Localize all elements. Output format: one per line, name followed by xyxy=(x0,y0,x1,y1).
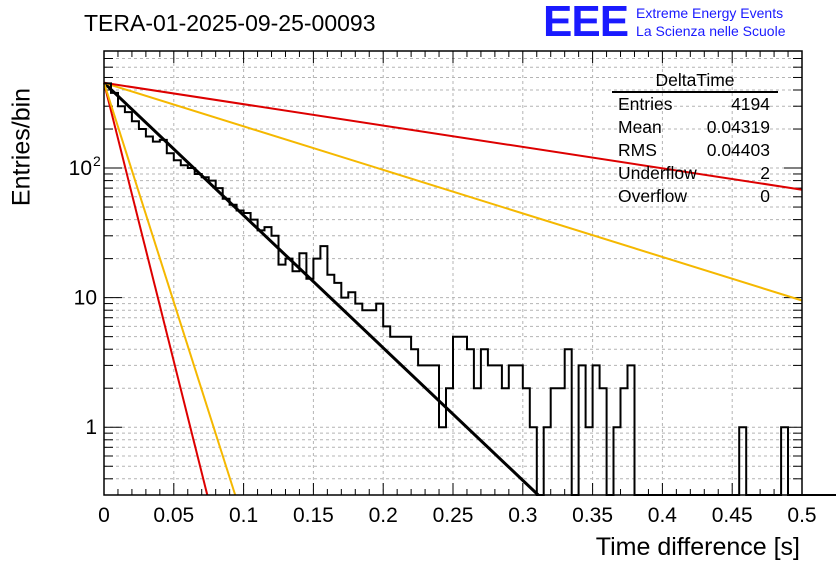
stats-label: Underflow xyxy=(618,163,697,183)
y-tick-exponent: 2 xyxy=(93,153,101,169)
stats-row-rms: RMS 0.04403 xyxy=(612,139,778,162)
plot-frame xyxy=(103,50,803,496)
stats-label: RMS xyxy=(618,140,657,160)
stats-label: Mean xyxy=(618,117,662,137)
stats-title: DeltaTime xyxy=(612,70,778,93)
stats-label: Overflow xyxy=(618,186,688,206)
logo-text: Extreme Energy Events La Scienza nelle S… xyxy=(636,4,785,40)
stats-value: 2 xyxy=(760,163,770,183)
run-title: TERA-01-2025-09-25-00093 xyxy=(84,10,376,36)
y-tick-label: 10 xyxy=(74,287,97,310)
x-tick-label: 0.25 xyxy=(433,504,474,527)
curve-red-shallow xyxy=(103,81,803,191)
logo-mark: EEE xyxy=(543,0,629,46)
x-tick-label: 0.1 xyxy=(229,504,258,527)
stats-box: DeltaTime Entries 4194 Mean 0.04319 RMS … xyxy=(612,70,778,208)
curve-fit xyxy=(102,81,540,497)
curve-orange-shallow xyxy=(103,81,803,302)
x-tick-label: 0.4 xyxy=(648,504,678,527)
curve-red-steep xyxy=(103,82,209,496)
x-axis-title: Time difference [s] xyxy=(595,533,800,561)
stats-row-entries: Entries 4194 xyxy=(612,93,778,116)
x-tick-label: 0.45 xyxy=(712,504,753,527)
curve-orange-steep xyxy=(103,82,237,496)
stats-value: 4194 xyxy=(731,94,770,114)
eee-logo: EEE Extreme Energy Events La Scienza nel… xyxy=(543,0,785,46)
x-tick-label: 0.3 xyxy=(508,504,537,527)
x-tick-label: 0.2 xyxy=(369,504,398,527)
logo-line1: Extreme Energy Events xyxy=(636,5,784,21)
y-tick-label: 10 xyxy=(69,157,92,180)
x-tick-label: 0.05 xyxy=(153,504,194,527)
y-axis-title-wrap: Entries/bin xyxy=(8,88,36,206)
x-tick-label: 0.35 xyxy=(572,504,613,527)
stats-row-mean: Mean 0.04319 xyxy=(612,116,778,139)
x-tick-label: 0.5 xyxy=(787,504,816,527)
stats-value: 0.04319 xyxy=(706,117,770,137)
stats-label: Entries xyxy=(618,94,673,114)
stats-value: 0.04403 xyxy=(706,140,770,160)
y-tick-label: 1 xyxy=(85,416,97,439)
logo-line2: La Scienza nelle Scuole xyxy=(636,23,786,39)
x-tick-label: 0.15 xyxy=(293,504,334,527)
y-axis-title: Entries/bin xyxy=(7,87,36,207)
stats-row-underflow: Underflow 2 xyxy=(612,162,778,185)
stats-value: 0 xyxy=(760,186,770,206)
histogram-steps xyxy=(104,82,836,496)
x-tick-label: 0 xyxy=(98,504,110,527)
stats-row-overflow: Overflow 0 xyxy=(612,185,778,208)
